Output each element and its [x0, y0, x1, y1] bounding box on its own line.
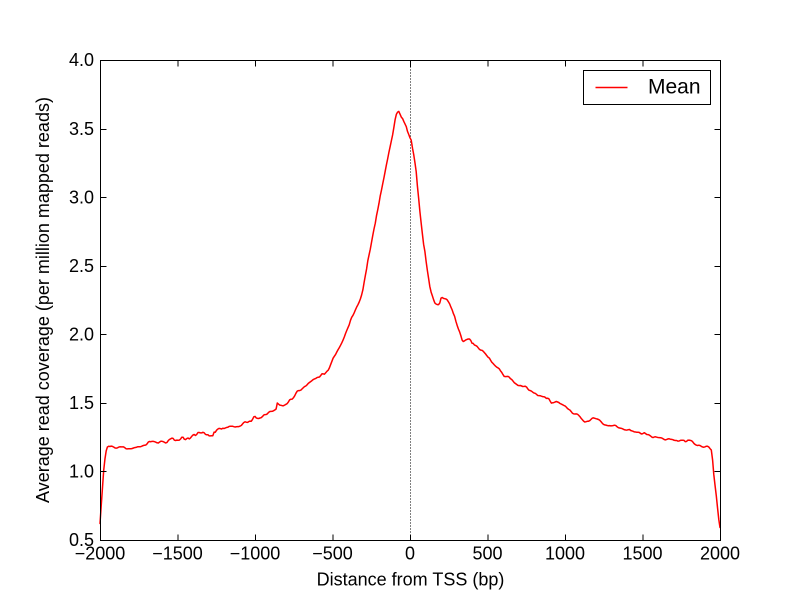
svg-text:Mean: Mean [648, 76, 701, 99]
svg-text:2.0: 2.0 [69, 325, 94, 345]
svg-text:−1000: −1000 [230, 544, 281, 564]
svg-text:3.0: 3.0 [69, 187, 94, 207]
svg-text:4.0: 4.0 [69, 50, 94, 70]
svg-text:0.5: 0.5 [69, 530, 94, 550]
svg-text:1.0: 1.0 [69, 462, 94, 482]
svg-text:1500: 1500 [622, 544, 662, 564]
svg-text:Distance from TSS (bp): Distance from TSS (bp) [317, 570, 505, 590]
svg-text:3.5: 3.5 [69, 119, 94, 139]
svg-text:500: 500 [472, 544, 502, 564]
svg-text:2000: 2000 [700, 544, 740, 564]
svg-text:−1500: −1500 [152, 544, 203, 564]
svg-text:2.5: 2.5 [69, 256, 94, 276]
svg-text:1.5: 1.5 [69, 393, 94, 413]
svg-text:−2000: −2000 [75, 544, 126, 564]
svg-text:0: 0 [405, 544, 415, 564]
svg-text:−500: −500 [312, 544, 353, 564]
svg-text:1000: 1000 [545, 544, 585, 564]
svg-text:Average read coverage (per mil: Average read coverage (per million mappe… [33, 97, 53, 503]
